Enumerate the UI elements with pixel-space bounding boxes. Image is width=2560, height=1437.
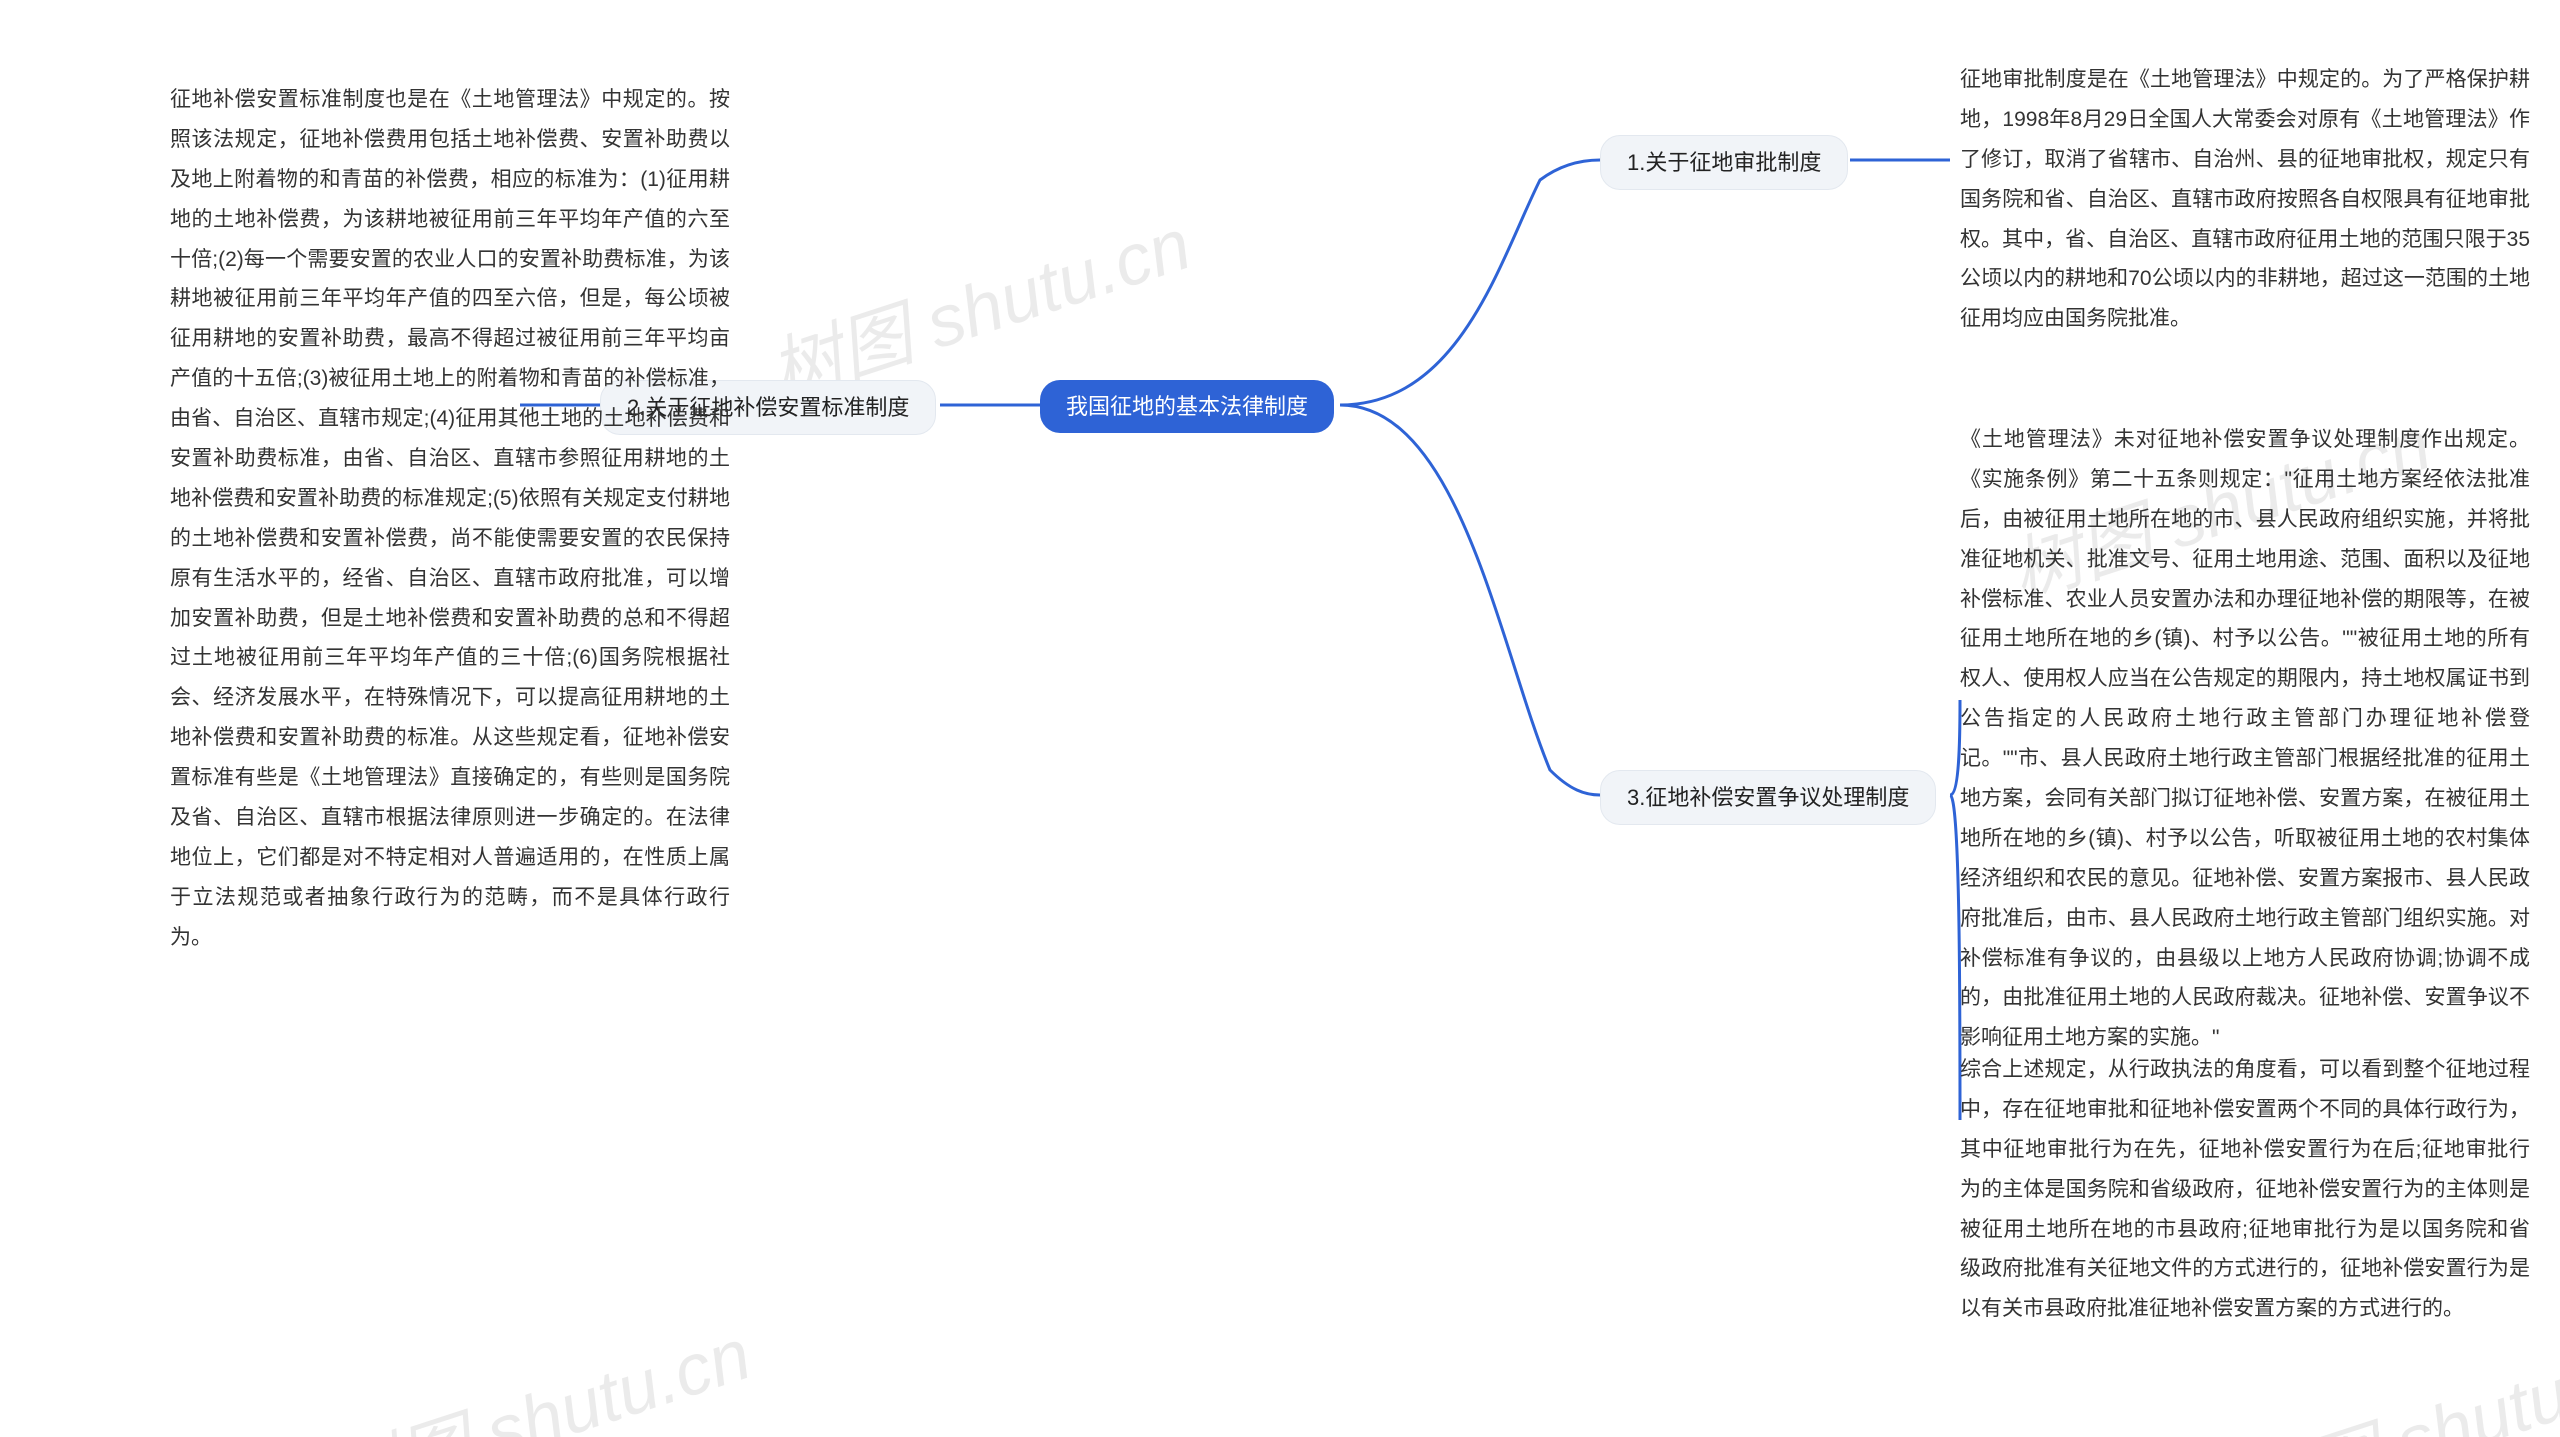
edge-b3-leaf2	[1950, 795, 1960, 1120]
branch-3-leaf-1: 《土地管理法》未对征地补偿安置争议处理制度作出规定。《实施条例》第二十五条则规定…	[1960, 420, 2530, 1058]
edge-b3-leaf1	[1950, 700, 1960, 795]
watermark: 树图 shutu.cn	[314, 1295, 761, 1437]
branch-3-leaf-2: 综合上述规定，从行政执法的角度看，可以看到整个征地过程中，存在征地审批和征地补偿…	[1960, 1050, 2530, 1329]
edge-root-b3	[1340, 405, 1600, 795]
branch-3-node[interactable]: 3.征地补偿安置争议处理制度	[1600, 770, 1936, 825]
branch-2-leaf-1: 征地补偿安置标准制度也是在《土地管理法》中规定的。按照该法规定，征地补偿费用包括…	[170, 80, 730, 958]
mindmap-canvas: 树图 shutu.cn 树图 shutu.cn 树图 shutu.cn 树图 s…	[0, 0, 2560, 1437]
branch-1-node[interactable]: 1.关于征地审批制度	[1600, 135, 1848, 190]
branch-1-leaf-1: 征地审批制度是在《土地管理法》中规定的。为了严格保护耕地，1998年8月29日全…	[1960, 60, 2530, 339]
edge-root-b1	[1340, 160, 1600, 405]
mindmap-root-node[interactable]: 我国征地的基本法律制度	[1040, 380, 1334, 433]
